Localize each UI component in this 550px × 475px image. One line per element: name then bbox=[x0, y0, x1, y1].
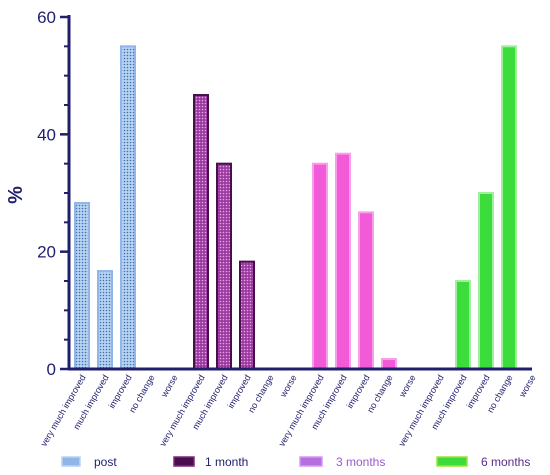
y-axis: 0 20 40 60 bbox=[37, 8, 71, 379]
bar-6-months-3 bbox=[501, 45, 517, 370]
legend-swatch-1-month bbox=[173, 456, 195, 467]
legend-label-6-months: 6 months bbox=[481, 455, 530, 469]
category-label: worse bbox=[517, 373, 538, 400]
bar-1-month-1 bbox=[216, 162, 232, 370]
y-tick-label: 0 bbox=[47, 360, 56, 379]
legend: post 1 month 3 months 6 months bbox=[61, 455, 530, 469]
bar-post-2 bbox=[120, 45, 136, 370]
bar-3-months-0 bbox=[312, 162, 328, 370]
category-label: worse bbox=[278, 373, 299, 400]
bar-1-month-2 bbox=[239, 260, 255, 371]
legend-label-3-months: 3 months bbox=[336, 455, 385, 469]
bars bbox=[68, 45, 532, 371]
y-tick-label: 20 bbox=[37, 243, 56, 262]
y-tick-label: 60 bbox=[37, 8, 56, 27]
legend-label-post: post bbox=[94, 455, 117, 469]
y-axis-title: % bbox=[5, 186, 27, 204]
legend-swatch-6-months bbox=[436, 456, 468, 467]
bar-1-month-0 bbox=[193, 94, 209, 370]
bar-3-months-2 bbox=[358, 211, 374, 370]
bar-post-0 bbox=[74, 201, 90, 370]
legend-swatch-post bbox=[61, 456, 81, 467]
bar-3-months-1 bbox=[335, 152, 351, 370]
y-tick-label: 40 bbox=[37, 125, 56, 144]
legend-label-1-month: 1 month bbox=[205, 455, 248, 469]
legend-swatch-3-months bbox=[299, 456, 323, 467]
category-label: worse bbox=[159, 373, 180, 400]
category-label: worse bbox=[397, 373, 418, 400]
bar-6-months-2 bbox=[478, 192, 494, 370]
bar-post-1 bbox=[97, 270, 113, 371]
bar-6-months-1 bbox=[455, 280, 471, 370]
